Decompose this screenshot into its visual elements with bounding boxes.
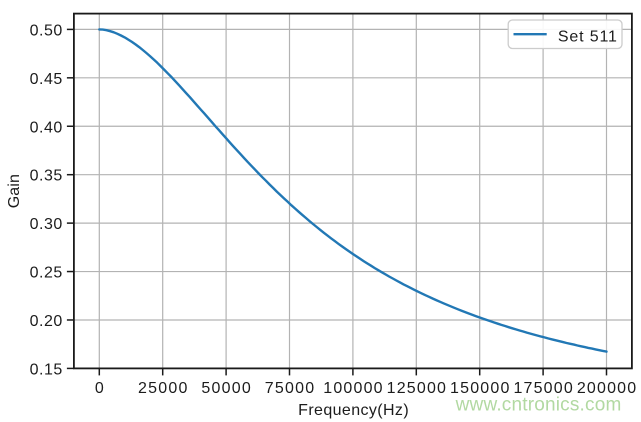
svg-text:50000: 50000 xyxy=(201,380,250,397)
svg-text:0.35: 0.35 xyxy=(30,168,63,185)
svg-text:Gain: Gain xyxy=(6,174,23,208)
svg-text:75000: 75000 xyxy=(265,380,314,397)
svg-text:0.20: 0.20 xyxy=(30,313,63,330)
svg-text:125000: 125000 xyxy=(387,380,446,397)
svg-text:150000: 150000 xyxy=(450,380,509,397)
svg-text:0.30: 0.30 xyxy=(30,216,63,233)
svg-text:0.40: 0.40 xyxy=(30,119,63,136)
svg-text:Frequency(Hz): Frequency(Hz) xyxy=(298,402,409,419)
svg-text:0.45: 0.45 xyxy=(30,71,63,88)
svg-text:200000: 200000 xyxy=(577,380,636,397)
svg-text:0.15: 0.15 xyxy=(30,361,63,378)
svg-text:0.25: 0.25 xyxy=(30,265,63,282)
svg-text:Set 511: Set 511 xyxy=(558,28,617,45)
svg-text:175000: 175000 xyxy=(513,380,572,397)
svg-text:www.cntronics.com: www.cntronics.com xyxy=(455,395,622,416)
svg-text:25000: 25000 xyxy=(138,380,187,397)
svg-text:0: 0 xyxy=(95,380,104,397)
svg-text:100000: 100000 xyxy=(323,380,382,397)
svg-text:0.50: 0.50 xyxy=(30,22,63,39)
